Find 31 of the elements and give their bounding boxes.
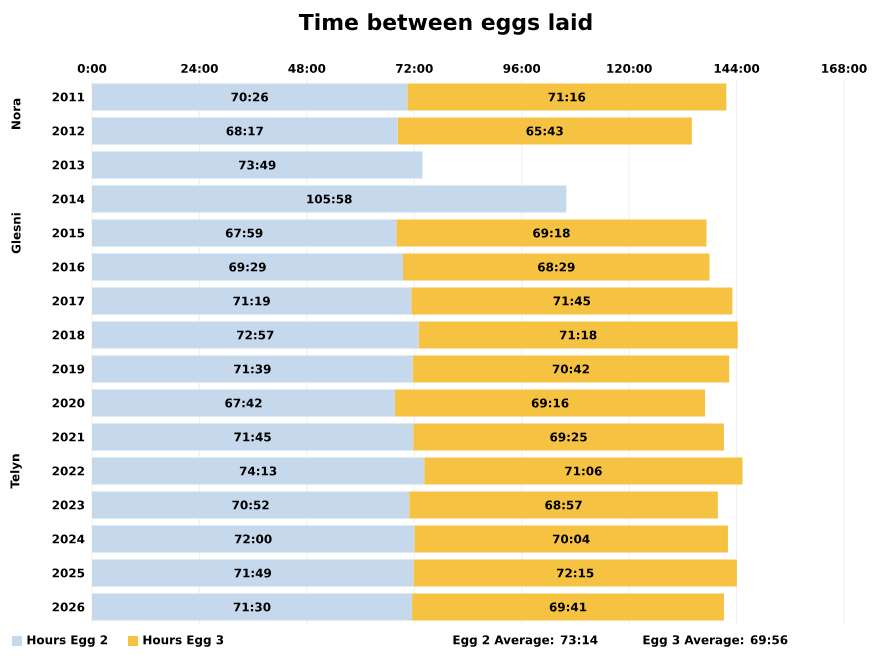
bar	[412, 593, 724, 621]
bar	[92, 117, 398, 145]
bar	[418, 321, 738, 349]
bar	[92, 491, 410, 519]
bar	[92, 151, 423, 179]
bar	[92, 355, 413, 383]
bar	[395, 389, 706, 417]
bar	[424, 457, 743, 485]
bar	[92, 593, 413, 621]
bar	[92, 83, 408, 111]
bar	[92, 287, 412, 315]
bar	[412, 355, 730, 383]
bar	[92, 185, 567, 213]
bar	[396, 219, 707, 247]
bar	[92, 253, 404, 281]
bar	[92, 423, 414, 451]
chart-title: Time between eggs laid	[298, 13, 592, 35]
bar	[92, 457, 425, 485]
bar	[92, 219, 397, 247]
bar	[413, 423, 724, 451]
bar	[92, 525, 415, 553]
bar	[92, 389, 396, 417]
bar	[397, 117, 692, 145]
bar	[92, 559, 414, 587]
bar	[92, 321, 419, 349]
bar	[414, 525, 728, 553]
bar	[409, 491, 718, 519]
bar	[411, 287, 733, 315]
bar	[403, 253, 710, 281]
bar	[413, 559, 737, 587]
bar	[407, 83, 727, 111]
